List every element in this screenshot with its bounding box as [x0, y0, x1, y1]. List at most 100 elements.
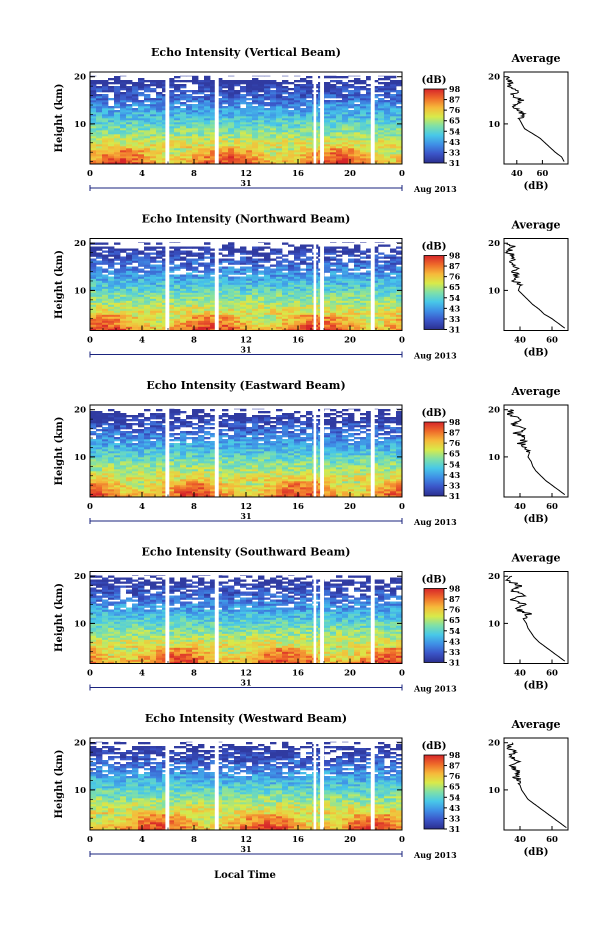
colorbar-tick-label: 65 [449, 449, 460, 459]
data-gap [214, 238, 219, 331]
colorbar-tick-label: 43 [449, 303, 461, 313]
heatmap-field [90, 738, 403, 831]
data-gap [165, 571, 170, 664]
colorbar-tick-label: 76 [449, 605, 461, 615]
avg-x-tick-label: 60 [536, 169, 548, 179]
data-gap [214, 405, 219, 497]
panel-4: Echo Intensity (Southward Beam) 10 20 Heigh… [54, 546, 569, 694]
x-tick-label: 8 [191, 336, 197, 346]
x-tick-label: 16 [292, 336, 304, 346]
y-axis-title: Height (km) [54, 750, 65, 819]
avg-y-tick-label: 20 [488, 239, 500, 249]
x-tick-label: 16 [292, 502, 304, 512]
colorbar [423, 754, 445, 830]
day-label: 31 [240, 511, 251, 521]
x-tick-label: 20 [344, 502, 356, 512]
x-tick-label: 4 [139, 835, 145, 845]
average-frame [503, 71, 569, 165]
colorbar-tick-label: 43 [449, 803, 461, 813]
avg-y-tick-label: 20 [488, 73, 500, 83]
colorbar-tick-label: 33 [449, 813, 461, 823]
colorbar-tick-label: 31 [449, 658, 460, 668]
average-title: Average [510, 52, 560, 65]
data-gap [320, 571, 324, 664]
average-title: Average [510, 385, 560, 398]
x-tick-label: 4 [139, 669, 145, 679]
top-blank [90, 738, 402, 742]
data-gap [370, 571, 375, 664]
colorbar [423, 255, 445, 330]
average-x-title: (dB) [524, 681, 549, 692]
panel-title: Echo Intensity (Westward Beam) [145, 712, 347, 725]
data-gap [313, 72, 317, 164]
x-tick-label: 0 [87, 169, 93, 179]
avg-x-tick-label: 40 [514, 669, 526, 679]
y-tick-label: 10 [74, 786, 86, 796]
data-gap [370, 72, 375, 164]
date-label: Aug 2013 [413, 684, 457, 694]
x-tick-label: 0 [399, 835, 405, 845]
colorbar-tick-label: 43 [449, 137, 461, 147]
avg-x-tick-label: 40 [514, 336, 526, 346]
average-profile-line [506, 742, 567, 829]
colorbar-tick-label: 98 [449, 750, 461, 760]
avg-y-tick-label: 10 [488, 120, 500, 130]
x-axis-title: Local Time [214, 870, 276, 881]
average-x-title: (dB) [524, 847, 549, 858]
colorbar [423, 421, 445, 497]
avg-y-tick-label: 20 [488, 406, 500, 416]
colorbar-tick-label: 65 [449, 116, 460, 126]
day-label: 31 [240, 178, 251, 188]
data-gap [165, 405, 170, 497]
colorbar-tick-label: 54 [449, 626, 461, 636]
average-title: Average [510, 552, 560, 565]
top-blank [90, 72, 402, 76]
colorbar-tick-label: 98 [449, 251, 461, 261]
date-label: Aug 2013 [413, 351, 457, 361]
colorbar-unit: (dB) [422, 741, 447, 752]
panel-5: Echo Intensity (Westward Beam) 10 20 Height… [54, 712, 569, 860]
y-tick-label: 10 [74, 286, 86, 296]
average-frame [503, 404, 569, 498]
colorbar-tick-label: 76 [449, 438, 461, 448]
y-axis-title: Height (km) [54, 417, 65, 486]
y-axis-title: Height (km) [54, 583, 65, 652]
avg-x-tick-label: 40 [514, 835, 526, 845]
average-panel: Average 10 20 40 60 (dB) [488, 52, 569, 192]
data-gap [165, 72, 170, 164]
x-tick-label: 16 [292, 835, 304, 845]
x-tick-label: 0 [87, 835, 93, 845]
average-x-title: (dB) [524, 514, 549, 525]
x-tick-label: 20 [344, 835, 356, 845]
average-title: Average [510, 219, 560, 232]
colorbar-tick-label: 65 [449, 615, 460, 625]
data-gap [370, 405, 375, 497]
colorbar-tick-label: 54 [449, 792, 461, 802]
average-panel: Average 10 20 40 60 (dB) [488, 385, 569, 525]
panel-1: Echo Intensity (Vertical Beam) 10 20 Height… [54, 46, 569, 194]
data-gap [370, 238, 375, 331]
x-tick-label: 16 [292, 169, 304, 179]
avg-x-tick-label: 60 [546, 835, 558, 845]
x-tick-label: 20 [344, 169, 356, 179]
colorbar-tick-label: 43 [449, 636, 461, 646]
average-x-title: (dB) [524, 348, 549, 359]
colorbar-tick-label: 54 [449, 293, 461, 303]
panel-title: Echo Intensity (Northward Beam) [142, 213, 351, 226]
x-tick-label: 0 [87, 336, 93, 346]
average-profile-line [504, 575, 566, 662]
top-blank [90, 571, 402, 576]
heatmap-field [90, 405, 403, 498]
x-tick-label: 0 [399, 169, 405, 179]
data-gap [313, 405, 317, 497]
colorbar-unit: (dB) [422, 408, 447, 419]
colorbar-tick-label: 98 [449, 417, 461, 427]
avg-x-tick-label: 40 [514, 502, 526, 512]
data-gap [320, 238, 324, 331]
colorbar-tick-label: 65 [449, 782, 460, 792]
colorbar-unit: (dB) [422, 75, 447, 86]
x-tick-label: 20 [344, 669, 356, 679]
data-gap [370, 738, 375, 830]
x-tick-label: 12 [240, 669, 252, 679]
